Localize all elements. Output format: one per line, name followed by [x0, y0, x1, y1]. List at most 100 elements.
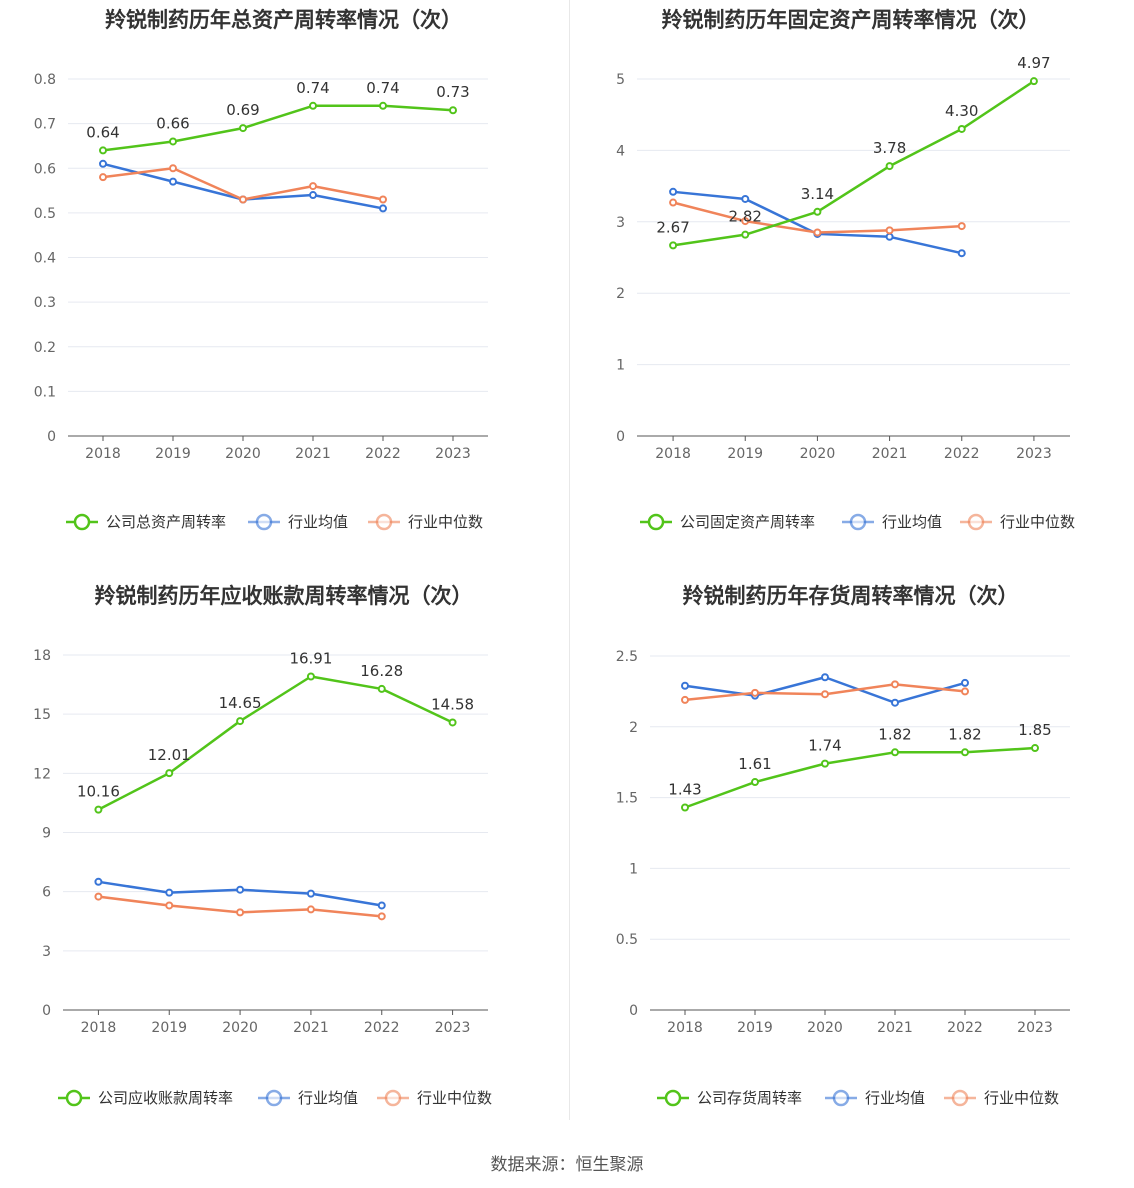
data-point[interactable]	[681, 681, 689, 690]
data-point[interactable]	[741, 230, 750, 239]
data-label: 2.67	[656, 218, 689, 236]
data-point[interactable]	[236, 717, 245, 726]
data-point[interactable]	[1031, 744, 1039, 753]
data-point[interactable]	[94, 877, 103, 886]
data-point[interactable]	[821, 673, 829, 682]
data-point[interactable]	[94, 805, 103, 814]
data-point[interactable]	[821, 759, 829, 768]
data-point[interactable]	[165, 901, 174, 910]
data-point[interactable]	[377, 684, 386, 693]
legend-item-company[interactable]: 公司固定资产周转率	[640, 513, 815, 531]
legend-marker-icon	[255, 513, 273, 531]
y-tick-label: 0	[616, 429, 625, 445]
legend-label: 行业中位数	[984, 1089, 1059, 1107]
data-point[interactable]	[885, 226, 894, 235]
data-point[interactable]	[1029, 77, 1038, 86]
legend-item-industry_avg[interactable]: 行业均值	[825, 1089, 925, 1107]
data-point[interactable]	[885, 162, 894, 171]
legend-item-industry_avg[interactable]: 行业均值	[842, 513, 942, 531]
legend-item-industry_avg[interactable]: 行业均值	[248, 513, 348, 531]
data-point[interactable]	[99, 173, 107, 182]
y-tick-label: 0.5	[616, 932, 638, 948]
y-tick-label: 3	[616, 215, 625, 231]
data-point[interactable]	[306, 889, 315, 898]
data-point[interactable]	[891, 748, 899, 757]
y-tick-label: 1.5	[616, 791, 638, 807]
data-point[interactable]	[165, 888, 174, 897]
legend-item-industry_median[interactable]: 行业中位数	[944, 1089, 1059, 1107]
data-point[interactable]	[169, 177, 177, 186]
data-point[interactable]	[961, 748, 969, 757]
y-tick-label: 0.1	[34, 384, 56, 400]
y-tick-label: 1	[616, 358, 625, 374]
data-label: 1.82	[948, 725, 981, 743]
panel-divider	[569, 0, 570, 1120]
data-point[interactable]	[239, 195, 247, 204]
legend-label: 行业中位数	[417, 1089, 492, 1107]
legend-item-industry_median[interactable]: 行业中位数	[960, 513, 1075, 531]
data-point[interactable]	[306, 672, 315, 681]
data-label: 14.58	[431, 695, 474, 713]
data-point[interactable]	[741, 217, 750, 226]
data-point[interactable]	[891, 680, 899, 689]
data-point[interactable]	[957, 124, 966, 133]
data-point[interactable]	[813, 207, 822, 216]
data-point[interactable]	[236, 885, 245, 894]
y-tick-label: 0	[629, 1003, 638, 1019]
data-point[interactable]	[813, 228, 822, 237]
data-point[interactable]	[99, 146, 107, 155]
legend-item-company[interactable]: 公司总资产周转率	[66, 513, 226, 531]
legend-item-industry_median[interactable]: 行业中位数	[368, 513, 483, 531]
data-point[interactable]	[669, 198, 678, 207]
data-point[interactable]	[957, 222, 966, 231]
x-tick-label: 2021	[295, 446, 331, 462]
data-point[interactable]	[309, 182, 317, 191]
data-point[interactable]	[169, 164, 177, 173]
x-tick-label: 2020	[222, 1020, 258, 1036]
data-point[interactable]	[449, 106, 457, 115]
data-point[interactable]	[957, 249, 966, 258]
data-point[interactable]	[751, 688, 759, 697]
data-point[interactable]	[669, 187, 678, 196]
data-point[interactable]	[681, 803, 689, 812]
data-point[interactable]	[885, 232, 894, 241]
legend-item-industry_avg[interactable]: 行业均值	[258, 1089, 358, 1107]
data-point[interactable]	[681, 695, 689, 704]
data-point[interactable]	[741, 194, 750, 203]
data-point[interactable]	[99, 159, 107, 168]
data-point[interactable]	[239, 124, 247, 133]
data-point[interactable]	[379, 195, 387, 204]
x-tick-label: 2022	[364, 1020, 400, 1036]
data-point[interactable]	[165, 769, 174, 778]
chart-svg: 0 0.5 1 1.5 2 2.5 2018 2019 2020 2021 2022 2023 1.43…	[616, 649, 1070, 1107]
y-tick-label: 5	[616, 72, 625, 88]
legend-marker-icon	[951, 1089, 969, 1107]
data-point[interactable]	[94, 892, 103, 901]
legend-label: 公司存货周转率	[697, 1089, 802, 1107]
data-point[interactable]	[306, 905, 315, 914]
data-point[interactable]	[236, 908, 245, 917]
data-point[interactable]	[377, 912, 386, 921]
x-tick-label: 2018	[81, 1020, 117, 1036]
data-point[interactable]	[751, 778, 759, 787]
data-point[interactable]	[309, 191, 317, 200]
legend-item-company[interactable]: 公司应收账款周转率	[58, 1089, 233, 1107]
data-point[interactable]	[379, 204, 387, 213]
legend-item-company[interactable]: 公司存货周转率	[657, 1089, 802, 1107]
data-point[interactable]	[961, 687, 969, 696]
chart-title: 羚锐制药历年总资产周转率情况（次）	[105, 8, 462, 32]
data-point[interactable]	[169, 137, 177, 146]
data-point[interactable]	[891, 698, 899, 707]
data-point[interactable]	[309, 101, 317, 110]
data-point[interactable]	[377, 901, 386, 910]
data-point[interactable]	[961, 678, 969, 687]
data-point[interactable]	[821, 690, 829, 699]
data-point[interactable]	[669, 241, 678, 250]
legend-label: 行业均值	[288, 513, 348, 531]
data-point[interactable]	[448, 718, 457, 727]
data-point[interactable]	[379, 101, 387, 110]
series-line-company	[97, 675, 454, 811]
legend-item-industry_median[interactable]: 行业中位数	[377, 1089, 492, 1107]
y-tick-label: 0.6	[34, 161, 56, 177]
x-tick-label: 2023	[435, 1020, 471, 1036]
